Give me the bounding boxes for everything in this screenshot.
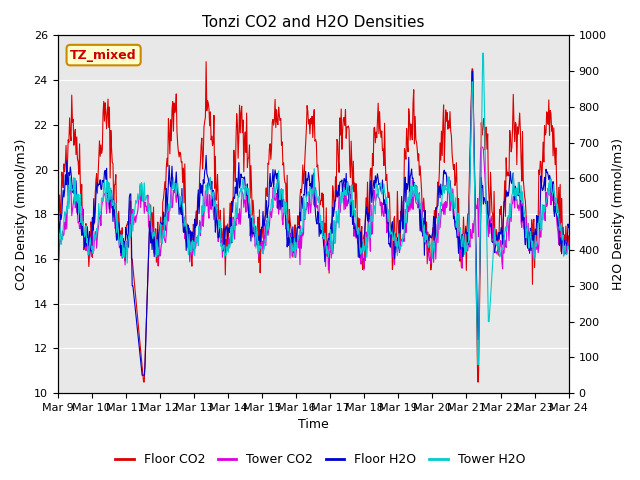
- Floor H2O: [168, 163, 176, 169]
- Text: TZ_mixed: TZ_mixed: [70, 48, 137, 61]
- Tower CO2: [565, 241, 573, 247]
- Floor H2O: [390, 256, 398, 262]
- Floor H2O: [195, 211, 203, 216]
- Tower H2O: [479, 50, 486, 56]
- Y-axis label: CO2 Density (mmol/m3): CO2 Density (mmol/m3): [15, 139, 28, 290]
- Title: Tonzi CO2 and H2O Densities: Tonzi CO2 and H2O Densities: [202, 15, 424, 30]
- Tower CO2: [63, 226, 70, 232]
- Floor H2O: [54, 224, 61, 229]
- Tower H2O: [63, 203, 70, 209]
- Tower CO2: [168, 180, 175, 185]
- Floor H2O: [116, 224, 124, 230]
- Floor CO2: [392, 244, 399, 250]
- Floor H2O: [138, 372, 146, 378]
- Floor H2O: [376, 180, 383, 186]
- Tower H2O: [54, 252, 61, 258]
- Line: Floor H2O: Floor H2O: [58, 71, 569, 375]
- Floor CO2: [140, 379, 147, 385]
- Floor H2O: [468, 68, 476, 74]
- X-axis label: Time: Time: [298, 419, 328, 432]
- Floor CO2: [54, 224, 61, 230]
- Tower CO2: [376, 196, 383, 202]
- Floor CO2: [195, 202, 203, 207]
- Tower H2O: [390, 238, 397, 243]
- Floor CO2: [168, 107, 176, 113]
- Tower H2O: [116, 242, 124, 248]
- Tower CO2: [116, 244, 124, 250]
- Tower CO2: [195, 238, 202, 243]
- Legend: Floor CO2, Tower CO2, Floor H2O, Tower H2O: Floor CO2, Tower CO2, Floor H2O, Tower H…: [109, 448, 531, 471]
- Floor CO2: [565, 233, 573, 239]
- Tower H2O: [195, 243, 202, 249]
- Floor CO2: [63, 169, 70, 175]
- Tower H2O: [375, 187, 383, 192]
- Tower H2O: [565, 246, 573, 252]
- Tower CO2: [324, 267, 332, 273]
- Tower CO2: [54, 245, 61, 251]
- Floor CO2: [376, 127, 384, 133]
- Tower H2O: [168, 191, 175, 196]
- Floor H2O: [565, 225, 573, 230]
- Y-axis label: H2O Density (mmol/m3): H2O Density (mmol/m3): [612, 138, 625, 290]
- Tower CO2: [390, 262, 398, 267]
- Tower CO2: [477, 144, 485, 150]
- Line: Tower CO2: Tower CO2: [58, 147, 569, 270]
- Floor CO2: [202, 59, 210, 64]
- Floor CO2: [116, 223, 124, 228]
- Line: Floor CO2: Floor CO2: [58, 61, 569, 382]
- Line: Tower H2O: Tower H2O: [58, 53, 569, 364]
- Floor H2O: [63, 158, 70, 164]
- Tower H2O: [474, 361, 481, 367]
